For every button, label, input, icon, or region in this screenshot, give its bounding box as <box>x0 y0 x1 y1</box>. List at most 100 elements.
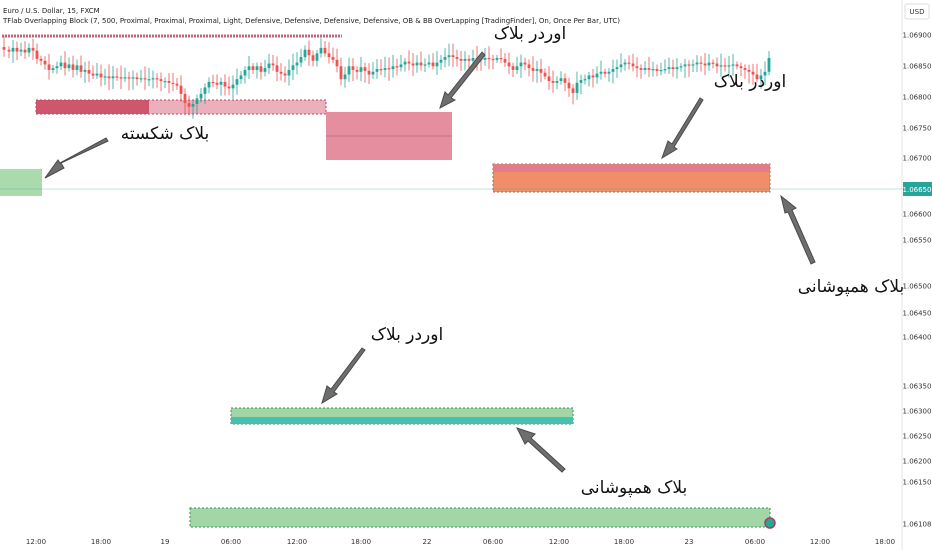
time-tick-label: 19 <box>161 538 170 546</box>
price-tick-label: 1.06400 <box>903 334 932 342</box>
last-candle-dot <box>764 517 776 529</box>
candle-bearish <box>307 49 311 56</box>
candle-bearish <box>211 81 215 84</box>
time-tick-label: 23 <box>685 538 694 546</box>
candle-bearish <box>395 66 399 68</box>
candle-bearish <box>7 49 11 52</box>
candle-bullish <box>199 93 203 99</box>
candle-bullish <box>151 78 155 80</box>
price-tick-label: 1.06900 <box>903 32 932 40</box>
candle-bearish <box>107 76 111 79</box>
candle-bullish <box>191 104 195 107</box>
candle-bullish <box>463 58 467 61</box>
candle-bullish <box>435 62 439 67</box>
candle-bullish <box>203 87 207 94</box>
candle-bearish <box>331 57 335 60</box>
candle-bearish <box>755 74 759 80</box>
currency-label: USD <box>910 8 925 16</box>
arrow-overlap-1 <box>780 194 816 265</box>
candle-bullish <box>263 68 267 72</box>
candle-bearish <box>567 82 571 89</box>
candle-bullish <box>439 59 443 63</box>
price-tick-label: 1.06500 <box>903 283 932 291</box>
candle-bearish <box>135 77 139 80</box>
arrow-broken-block <box>44 137 109 179</box>
candle-bullish <box>587 75 591 80</box>
candle-bearish <box>227 86 231 89</box>
candle-bullish <box>727 65 731 67</box>
arrow-overlap-2 <box>516 427 566 473</box>
candle-bearish <box>119 77 123 79</box>
label-order-block-2: اوردر بلاک <box>714 72 786 92</box>
candle-bullish <box>495 58 499 60</box>
candle-bullish <box>11 47 15 52</box>
candle-bearish <box>527 64 531 69</box>
candle-bearish <box>271 63 275 66</box>
time-tick-label: 22 <box>423 538 432 546</box>
time-tick-label: 12:00 <box>26 538 46 546</box>
candle-bearish <box>431 62 435 67</box>
candle-bullish <box>243 69 247 76</box>
candle-bullish <box>579 80 583 83</box>
candle-bearish <box>379 69 383 71</box>
candle-bearish <box>143 78 147 80</box>
candle-bearish <box>43 60 47 65</box>
label-overlap-2: بلاک همپوشانی <box>581 478 688 498</box>
price-tick-label: 1.06108 <box>903 521 932 529</box>
candle-bullish <box>675 67 679 70</box>
candle-bearish <box>603 71 607 74</box>
candle-bullish <box>139 78 143 80</box>
candle-bullish <box>207 81 211 88</box>
candle-bullish <box>595 73 599 78</box>
time-tick-label: 18:00 <box>614 538 634 546</box>
candle-bullish <box>359 67 363 72</box>
candle-bullish <box>103 76 107 78</box>
current-price-tag <box>903 182 932 196</box>
current-price-label: 1.06650 <box>903 186 932 194</box>
candle-bearish <box>363 67 367 71</box>
candle-bearish <box>511 66 515 70</box>
candle-bearish <box>631 63 635 67</box>
candle-bullish <box>423 64 427 66</box>
time-tick-label: 12:00 <box>549 538 569 546</box>
candle-bullish <box>515 66 519 70</box>
price-axis[interactable]: 1.06900 1.06850 1.06800 1.06750 1.06700 1.066… <box>903 32 932 529</box>
candle-bullish <box>67 64 71 69</box>
candle-bullish <box>559 78 563 81</box>
price-tick-label: 1.06350 <box>903 383 932 391</box>
time-tick-label: 06:00 <box>483 538 503 546</box>
candle-bullish <box>443 57 447 60</box>
price-tick-label: 1.06800 <box>903 94 932 102</box>
candle-bullish <box>195 98 199 104</box>
candle-bearish <box>2 46 6 50</box>
candle-bearish <box>487 58 491 60</box>
candle-bearish <box>671 67 675 70</box>
candle-bullish <box>299 57 303 63</box>
candle-bearish <box>187 103 191 107</box>
time-tick-label: 06:00 <box>221 538 241 546</box>
candle-bullish <box>123 77 127 79</box>
candle-bearish <box>99 73 103 78</box>
candle-bearish <box>743 68 747 70</box>
time-tick-label: 12:00 <box>287 538 307 546</box>
order-block-zone-1-core <box>36 100 149 114</box>
candle-bullish <box>519 62 523 67</box>
candle-bearish <box>407 61 411 64</box>
candle-bullish <box>19 49 23 52</box>
time-axis[interactable]: 12:00 18:00 19 06:00 12:00 18:00 22 06:00 12:00 1… <box>26 538 895 546</box>
candle-bearish <box>223 81 227 87</box>
price-tick-label: 1.06550 <box>903 237 932 245</box>
candle-bullish <box>719 65 723 67</box>
arrow-order-block-3 <box>321 347 366 405</box>
candle-bearish <box>339 66 343 80</box>
candle-bullish <box>663 69 667 71</box>
candle-bullish <box>51 68 55 70</box>
candle-bearish <box>355 69 359 72</box>
currency-box[interactable] <box>904 3 930 20</box>
candle-bearish <box>275 65 279 72</box>
candle-bearish <box>499 58 503 60</box>
time-tick-label: 18:00 <box>875 538 895 546</box>
candle-bearish <box>647 68 651 70</box>
candle-bullish <box>347 66 351 75</box>
